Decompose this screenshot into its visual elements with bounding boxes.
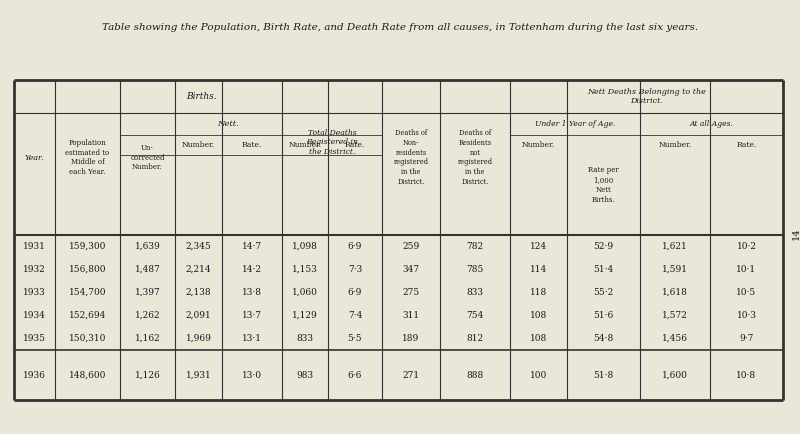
Text: 782: 782: [466, 242, 483, 251]
Text: 10·8: 10·8: [737, 371, 757, 379]
Text: 156,800: 156,800: [69, 265, 106, 274]
Text: 10·3: 10·3: [737, 311, 757, 320]
Text: 2,345: 2,345: [186, 242, 211, 251]
Text: 54·8: 54·8: [594, 334, 614, 343]
Text: 7·3: 7·3: [348, 265, 362, 274]
Text: 148,600: 148,600: [69, 371, 106, 379]
Text: 51·8: 51·8: [594, 371, 614, 379]
Text: 1933: 1933: [23, 288, 46, 297]
Text: 1,572: 1,572: [662, 311, 688, 320]
Text: Number.: Number.: [658, 141, 691, 149]
Text: 2,138: 2,138: [186, 288, 211, 297]
Text: 9·7: 9·7: [739, 334, 754, 343]
Text: 6·9: 6·9: [348, 242, 362, 251]
Text: Number.: Number.: [522, 141, 555, 149]
Text: Nett.: Nett.: [218, 120, 239, 128]
Text: 5·5: 5·5: [348, 334, 362, 343]
Text: Deaths of
Residents
not
registered
in the
District.: Deaths of Residents not registered in th…: [458, 129, 493, 186]
Text: 13·1: 13·1: [242, 334, 262, 343]
Text: 10·5: 10·5: [736, 288, 757, 297]
Text: 7·4: 7·4: [348, 311, 362, 320]
Text: 10·1: 10·1: [737, 265, 757, 274]
Text: 10·2: 10·2: [737, 242, 757, 251]
Text: 114: 114: [530, 265, 547, 274]
Text: 833: 833: [466, 288, 483, 297]
Text: 1936: 1936: [23, 371, 46, 379]
Text: 1,931: 1,931: [186, 371, 211, 379]
Text: Births.: Births.: [186, 92, 216, 101]
Text: 118: 118: [530, 288, 547, 297]
Text: Population
estimated to
Middle of
each Year.: Population estimated to Middle of each Y…: [66, 139, 110, 176]
Text: 1,621: 1,621: [662, 242, 688, 251]
Text: 754: 754: [466, 311, 484, 320]
Text: 311: 311: [402, 311, 419, 320]
Text: 1,162: 1,162: [134, 334, 160, 343]
Text: 13·7: 13·7: [242, 311, 262, 320]
Text: 1931: 1931: [23, 242, 46, 251]
Text: 1,153: 1,153: [292, 265, 318, 274]
Text: 189: 189: [402, 334, 420, 343]
Text: 275: 275: [402, 288, 420, 297]
Text: 983: 983: [297, 371, 314, 379]
Text: 785: 785: [466, 265, 484, 274]
Text: 108: 108: [530, 311, 547, 320]
Text: 14·2: 14·2: [242, 265, 262, 274]
Text: 159,300: 159,300: [69, 242, 106, 251]
Text: 259: 259: [402, 242, 420, 251]
Text: 2,214: 2,214: [186, 265, 211, 274]
Text: Rate.: Rate.: [345, 141, 365, 149]
Text: 6·9: 6·9: [348, 288, 362, 297]
Text: Total Deaths
Registered in
the District.: Total Deaths Registered in the District.: [306, 129, 358, 156]
Text: 13·0: 13·0: [242, 371, 262, 379]
Text: 55·2: 55·2: [594, 288, 614, 297]
Text: 100: 100: [530, 371, 547, 379]
Text: 1,969: 1,969: [186, 334, 211, 343]
Text: 1,060: 1,060: [292, 288, 318, 297]
Text: 51·4: 51·4: [594, 265, 614, 274]
Text: 150,310: 150,310: [69, 334, 106, 343]
Text: Rate.: Rate.: [242, 141, 262, 149]
Text: 833: 833: [297, 334, 314, 343]
Text: 271: 271: [402, 371, 419, 379]
Text: 1,262: 1,262: [134, 311, 160, 320]
Text: 1,456: 1,456: [662, 334, 688, 343]
Text: 1,600: 1,600: [662, 371, 688, 379]
Text: 52·9: 52·9: [594, 242, 614, 251]
Text: 108: 108: [530, 334, 547, 343]
Text: Under 1 Year of Age.: Under 1 Year of Age.: [535, 120, 615, 128]
Text: 1935: 1935: [23, 334, 46, 343]
Text: At all Ages.: At all Ages.: [690, 120, 734, 128]
Text: 14·7: 14·7: [242, 242, 262, 251]
Text: 13·8: 13·8: [242, 288, 262, 297]
Text: 1,397: 1,397: [134, 288, 160, 297]
Text: 14: 14: [791, 228, 800, 240]
Text: Number.: Number.: [289, 141, 322, 149]
Text: 1,618: 1,618: [662, 288, 688, 297]
Text: Year.: Year.: [25, 154, 44, 161]
Text: 1,591: 1,591: [662, 265, 688, 274]
Text: 124: 124: [530, 242, 547, 251]
Text: 1,639: 1,639: [134, 242, 160, 251]
Text: 888: 888: [466, 371, 484, 379]
Text: 1,129: 1,129: [292, 311, 318, 320]
Text: 1,098: 1,098: [292, 242, 318, 251]
Text: 2,091: 2,091: [186, 311, 211, 320]
Text: 6·6: 6·6: [348, 371, 362, 379]
Text: Table showing the Population, Birth Rate, and Death Rate from all causes, in Tot: Table showing the Population, Birth Rate…: [102, 23, 698, 33]
Text: Number.: Number.: [182, 141, 215, 149]
Text: Rate.: Rate.: [736, 141, 757, 149]
Text: 1934: 1934: [23, 311, 46, 320]
Text: 812: 812: [466, 334, 483, 343]
Text: 1,487: 1,487: [134, 265, 161, 274]
Text: 1,126: 1,126: [134, 371, 160, 379]
Text: 51·6: 51·6: [594, 311, 614, 320]
Text: 154,700: 154,700: [69, 288, 106, 297]
Text: 347: 347: [402, 265, 419, 274]
Text: Rate per
1,000
Nett
Births.: Rate per 1,000 Nett Births.: [588, 166, 619, 204]
Text: Nett Deaths Belonging to the
District.: Nett Deaths Belonging to the District.: [587, 88, 706, 105]
Text: 1932: 1932: [23, 265, 46, 274]
Text: 152,694: 152,694: [69, 311, 106, 320]
Text: Un-
corrected
Number.: Un- corrected Number.: [130, 144, 165, 171]
Text: Deaths of
Non-
residents
registered
in the
District.: Deaths of Non- residents registered in t…: [394, 129, 429, 186]
